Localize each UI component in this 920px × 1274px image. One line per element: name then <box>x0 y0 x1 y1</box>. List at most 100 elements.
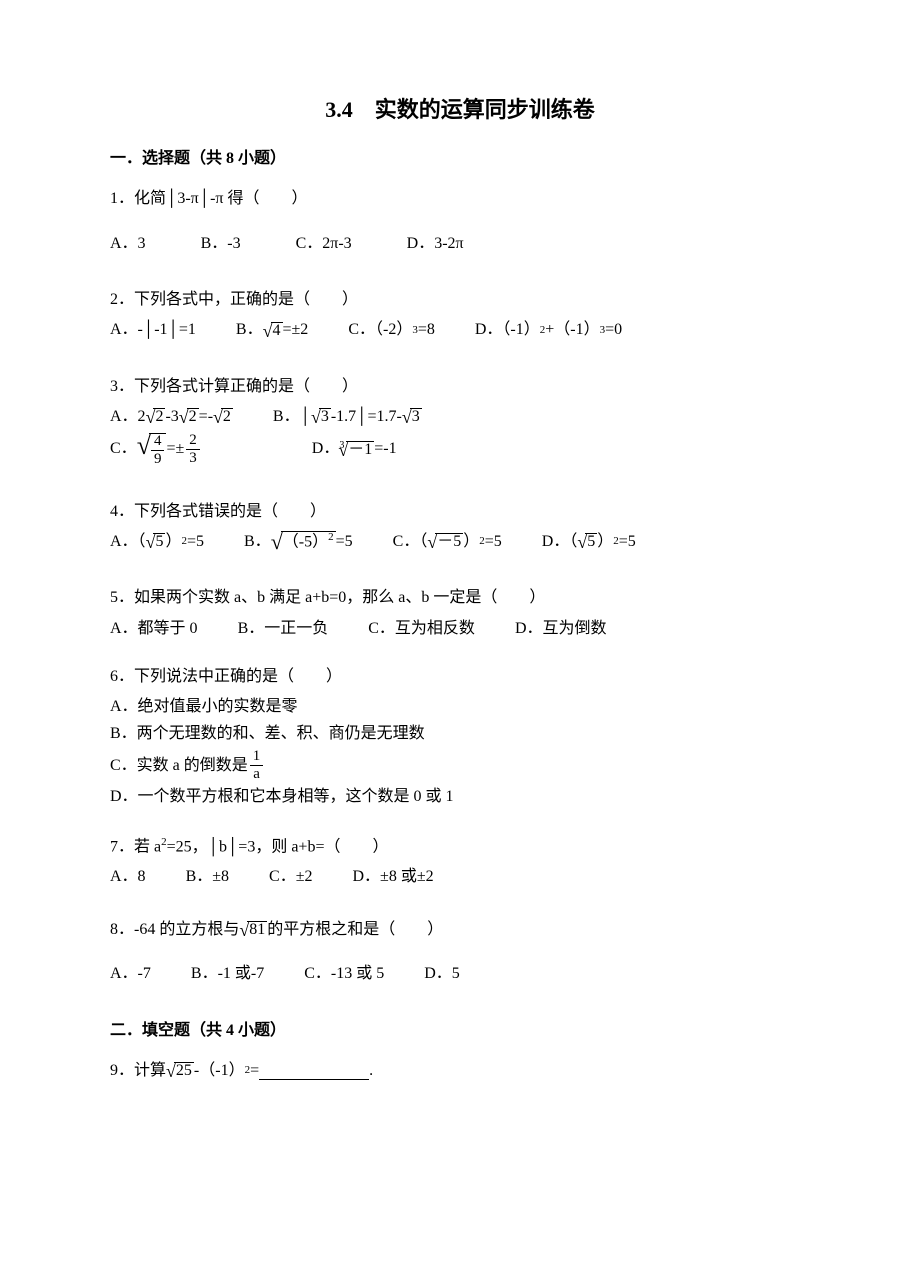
q8-opt-d: D．5 <box>424 963 460 985</box>
q2-opt-d: D．（-1）2+（-1）3=0 <box>475 319 622 341</box>
q3-a-pre: A．2 <box>110 406 146 428</box>
question-5: 5．如果两个实数 a、b 满足 a+b=0，那么 a、b 一定是（ ） A．都等… <box>110 587 810 640</box>
q6-opt-c: C．实数 a 的倒数是 1a <box>110 749 810 782</box>
sqrt-icon: √2 <box>213 408 233 426</box>
q5-opt-c: C．互为相反数 <box>368 618 475 640</box>
q3-b-pre: B．│ <box>273 406 311 428</box>
q2-opt-a: A．-│-1│=1 <box>110 319 196 341</box>
sqrt-icon: √4 <box>263 322 283 340</box>
q2-stem: 2．下列各式中，正确的是（ ） <box>110 289 810 311</box>
q3-options: A．2 √2 -3 √2 =- √2 B．│ √3 -1.7│=1.7- √3 … <box>110 406 810 466</box>
q7-opt-d: D．±8 或±2 <box>353 866 434 888</box>
q7-stem: 7．若 a2=25，│b│=3，则 a+b=（ ） <box>110 835 810 859</box>
q9-mid: -（-1） <box>194 1060 245 1082</box>
question-8: 8．-64 的立方根与 √81 的平方根之和是（ ） A．-7 B．-1 或-7… <box>110 919 810 986</box>
q9-eq: = <box>250 1060 259 1082</box>
question-1: 1．化简│3-π│-π 得（ ） A．3 B．-3 C．2π-3 D．3-2π <box>110 188 810 255</box>
q2-b-pre: B． <box>236 319 263 341</box>
q6-c-pre: C．实数 a 的倒数是 <box>110 755 248 777</box>
q9-stem: 9．计算 √25 -（-1）2= . <box>110 1060 810 1082</box>
q4-d-post: ） <box>597 531 613 553</box>
q3-c-mid: =± <box>166 438 184 460</box>
q4-c-pre: C．（ <box>393 531 428 553</box>
q1-opt-c: C．2π-3 <box>296 233 352 255</box>
q7-opt-c: C．±2 <box>269 866 312 888</box>
sqrt-icon: √2 <box>179 408 199 426</box>
q2-options: A．-│-1│=1 B． √4 =±2 C．（-2）3=8 D．（-1）2+（-… <box>110 319 810 341</box>
section-2-header: 二．填空题（共 4 小题） <box>110 1020 810 1042</box>
q4-a-eq: =5 <box>187 531 204 553</box>
q6-options: A．绝对值最小的实数是零 B．两个无理数的和、差、积、商仍是无理数 C．实数 a… <box>110 696 810 808</box>
q8-opt-b: B．-1 或-7 <box>191 963 264 985</box>
q3-a-eq: =- <box>199 406 213 428</box>
q4-c-eq: =5 <box>485 531 502 553</box>
q3-stem: 3．下列各式计算正确的是（ ） <box>110 376 810 398</box>
q4-a-pre: A．（ <box>110 531 146 553</box>
page-title: 3.4 实数的运算同步训练卷 <box>110 95 810 126</box>
sqrt-icon: √2 <box>146 408 166 426</box>
q2-c-post: =8 <box>418 319 435 341</box>
q3-c-pre: C． <box>110 438 137 460</box>
sqrt-icon: √3 <box>311 408 331 426</box>
q3-opt-b: B．│ √3 -1.7│=1.7- √3 <box>273 406 422 428</box>
q4-stem: 4．下列各式错误的是（ ） <box>110 501 810 523</box>
q8-stem: 8．-64 的立方根与 √81 的平方根之和是（ ） <box>110 919 810 941</box>
answer-blank[interactable] <box>259 1063 369 1080</box>
q2-b-post: =±2 <box>283 319 309 341</box>
q7-opt-b: B．±8 <box>186 866 229 888</box>
q4-opt-a: A．（ √5 ）2=5 <box>110 531 204 553</box>
q4-options: A．（ √5 ）2=5 B． √（-5）2 =5 C．（ √－5 ）2=5 D．… <box>110 531 810 553</box>
q5-stem: 5．如果两个实数 a、b 满足 a+b=0，那么 a、b 一定是（ ） <box>110 587 810 609</box>
q2-d-post: =0 <box>605 319 622 341</box>
q1-opt-d: D．3-2π <box>407 233 464 255</box>
q7-post: =25，│b│=3，则 a+b=（ ） <box>167 838 389 855</box>
q2-d-pre: D．（-1） <box>475 319 540 341</box>
sqrt-icon: √－5 <box>427 533 463 551</box>
q4-opt-d: D．（ √5 ）2=5 <box>542 531 636 553</box>
q3-opt-c: C． √49 =± 23 <box>110 433 202 467</box>
q5-options: A．都等于 0 B．一正一负 C．互为相反数 D．互为倒数 <box>110 618 810 640</box>
q5-opt-d: D．互为倒数 <box>515 618 607 640</box>
q3-opt-d: D． 3√－1 =-1 <box>312 438 397 460</box>
q8-opt-c: C．-13 或 5 <box>304 963 384 985</box>
question-4: 4．下列各式错误的是（ ） A．（ √5 ）2=5 B． √（-5）2 =5 C… <box>110 501 810 554</box>
sqrt-icon: √3 <box>402 408 422 426</box>
q4-a-post: ） <box>165 531 181 553</box>
q9-post: . <box>369 1060 373 1082</box>
q3-opt-a: A．2 √2 -3 √2 =- √2 <box>110 406 233 428</box>
q8-options: A．-7 B．-1 或-7 C．-13 或 5 D．5 <box>110 963 810 985</box>
question-9: 9．计算 √25 -（-1）2= . <box>110 1060 810 1082</box>
question-6: 6．下列说法中正确的是（ ） A．绝对值最小的实数是零 B．两个无理数的和、差、… <box>110 666 810 809</box>
q1-opt-a: A．3 <box>110 233 146 255</box>
q1-stem: 1．化简│3-π│-π 得（ ） <box>110 188 810 210</box>
q5-opt-b: B．一正一负 <box>238 618 329 640</box>
sqrt-icon: √25 <box>166 1062 194 1080</box>
q7-pre: 7．若 a <box>110 838 161 855</box>
sqrt-icon: √81 <box>239 921 267 939</box>
sqrt-icon: √5 <box>577 533 597 551</box>
q4-opt-c: C．（ √－5 ）2=5 <box>393 531 502 553</box>
q2-d-mid: +（-1） <box>545 319 599 341</box>
q2-opt-b: B． √4 =±2 <box>236 319 308 341</box>
question-7: 7．若 a2=25，│b│=3，则 a+b=（ ） A．8 B．±8 C．±2 … <box>110 835 810 889</box>
q4-b-pre: B． <box>244 531 271 553</box>
cbrt-icon: 3√－1 <box>339 441 374 459</box>
q6-opt-a: A．绝对值最小的实数是零 <box>110 696 810 718</box>
q3-d-post: =-1 <box>374 438 396 460</box>
worksheet-page: 3.4 实数的运算同步训练卷 一．选择题（共 8 小题） 1．化简│3-π│-π… <box>0 0 920 1274</box>
q2-opt-c: C．（-2）3=8 <box>348 319 435 341</box>
q7-options: A．8 B．±8 C．±2 D．±8 或±2 <box>110 866 810 888</box>
q4-c-post: ） <box>463 531 479 553</box>
q6-opt-d: D．一个数平方根和它本身相等，这个数是 0 或 1 <box>110 786 810 808</box>
q3-b-post: -1.7│=1.7- <box>331 406 402 428</box>
q4-b-eq: =5 <box>336 531 353 553</box>
q7-opt-a: A．8 <box>110 866 146 888</box>
q8-opt-a: A．-7 <box>110 963 151 985</box>
q4-opt-b: B． √（-5）2 =5 <box>244 531 353 553</box>
fraction: 1a <box>250 749 264 782</box>
question-2: 2．下列各式中，正确的是（ ） A．-│-1│=1 B． √4 =±2 C．（-… <box>110 289 810 342</box>
question-3: 3．下列各式计算正确的是（ ） A．2 √2 -3 √2 =- √2 B．│ √… <box>110 376 810 467</box>
q8-post: 的平方根之和是（ ） <box>267 919 443 941</box>
q8-pre: 8．-64 的立方根与 <box>110 919 239 941</box>
q9-pre: 9．计算 <box>110 1060 166 1082</box>
